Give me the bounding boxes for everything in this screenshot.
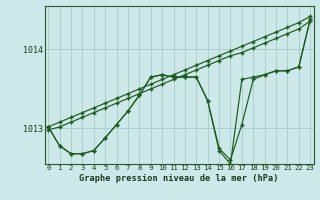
X-axis label: Graphe pression niveau de la mer (hPa): Graphe pression niveau de la mer (hPa) <box>79 174 279 183</box>
